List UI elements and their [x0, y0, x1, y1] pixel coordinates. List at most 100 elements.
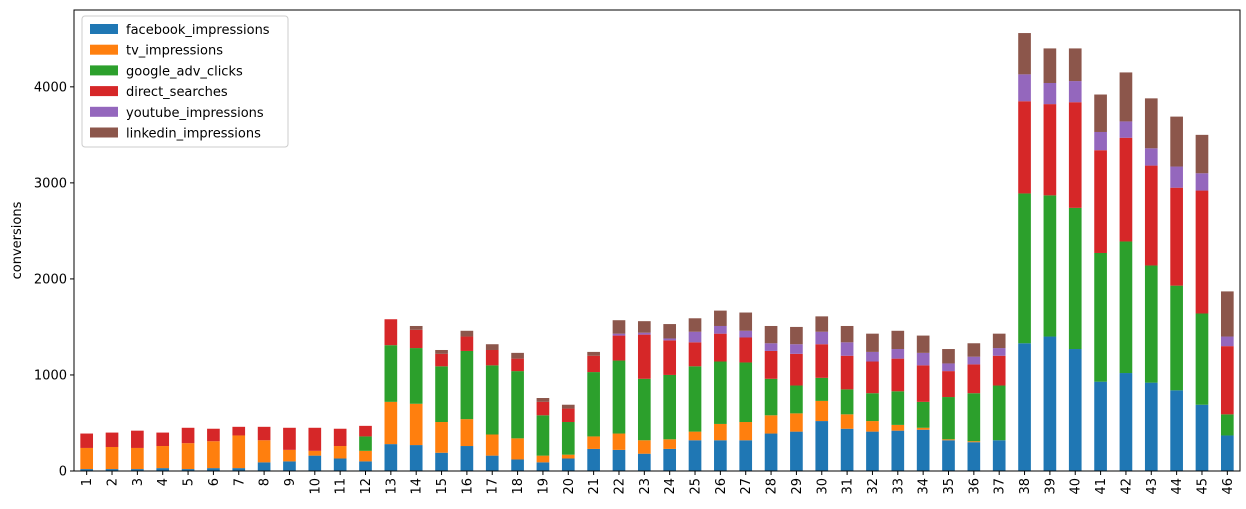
bar-tv_impressions-14 — [409, 403, 423, 446]
x-tick-label-29: 29 — [790, 478, 805, 495]
bar-google_adv_clicks-37 — [992, 385, 1006, 441]
x-tick-label-46: 46 — [1221, 478, 1236, 495]
bar-google_adv_clicks-21 — [587, 372, 600, 437]
bar-tv_impressions-21 — [587, 436, 600, 449]
bar-youtube_impressions-31 — [840, 342, 854, 356]
bar-linkedin_impressions-19 — [536, 398, 550, 402]
bar-tv_impressions-26 — [714, 423, 727, 441]
bar-facebook_impressions-35 — [942, 440, 955, 471]
x-tick-label-22: 22 — [612, 478, 627, 495]
y-tick-label-0: 0 — [59, 465, 67, 480]
bar-facebook_impressions-5 — [181, 469, 195, 471]
bar-tv_impressions-13 — [384, 401, 398, 445]
x-tick-label-32: 32 — [866, 478, 881, 495]
bar-direct_searches-45 — [1195, 190, 1209, 314]
bar-youtube_impressions-23 — [637, 332, 651, 335]
bar-linkedin_impressions-25 — [688, 318, 702, 332]
bar-direct_searches-33 — [891, 358, 905, 392]
bar-facebook_impressions-4 — [156, 468, 170, 471]
bar-youtube_impressions-36 — [967, 356, 981, 365]
legend: facebook_impressions tv_impressionsgoogle… — [81, 15, 289, 148]
x-tick-label-12: 12 — [359, 478, 374, 495]
bar-direct_searches-8 — [257, 426, 271, 441]
bar-direct_searches-29 — [790, 353, 803, 386]
bar-google_adv_clicks-35 — [942, 397, 955, 440]
bar-facebook_impressions-14 — [409, 445, 423, 471]
bar-facebook_impressions-17 — [485, 455, 499, 471]
bar-linkedin_impressions-46 — [1220, 291, 1234, 337]
bar-tv_impressions-25 — [688, 431, 702, 441]
bar-facebook_impressions-44 — [1170, 390, 1183, 471]
bar-facebook_impressions-43 — [1144, 382, 1158, 471]
bar-youtube_impressions-30 — [815, 331, 829, 345]
bar-youtube_impressions-38 — [1018, 74, 1031, 102]
bar-youtube_impressions-29 — [790, 344, 803, 354]
bar-direct_searches-27 — [739, 337, 753, 363]
x-tick-label-10: 10 — [308, 478, 323, 495]
x-tick-label-2: 2 — [106, 478, 121, 486]
bar-youtube_impressions-33 — [891, 349, 905, 359]
bar-youtube_impressions-25 — [688, 331, 702, 343]
bar-facebook_impressions-12 — [359, 461, 372, 471]
bar-google_adv_clicks-22 — [612, 360, 626, 434]
bar-tv_impressions-31 — [840, 414, 854, 429]
bar-google_adv_clicks-41 — [1094, 252, 1107, 382]
bar-google_adv_clicks-24 — [663, 374, 677, 440]
bar-facebook_impressions-18 — [511, 459, 524, 471]
x-tick-label-6: 6 — [207, 478, 222, 486]
bar-direct_searches-40 — [1068, 102, 1082, 208]
bar-linkedin_impressions-28 — [764, 325, 778, 344]
bar-tv_impressions-23 — [637, 440, 651, 454]
bar-direct_searches-42 — [1119, 137, 1133, 242]
bar-tv_impressions-5 — [181, 443, 195, 470]
bar-facebook_impressions-20 — [561, 458, 575, 471]
bar-google_adv_clicks-44 — [1170, 285, 1183, 391]
bar-direct_searches-22 — [612, 335, 626, 361]
x-tick-label-3: 3 — [131, 478, 146, 486]
x-tick-label-28: 28 — [765, 478, 780, 495]
bar-direct_searches-16 — [460, 336, 474, 351]
bar-direct_searches-30 — [815, 344, 829, 378]
bar-youtube_impressions-27 — [739, 330, 753, 338]
bar-linkedin_impressions-15 — [435, 349, 448, 354]
bar-facebook_impressions-15 — [435, 452, 448, 471]
legend-label-direct_searches: direct_searches — [126, 85, 228, 100]
bar-direct_searches-10 — [308, 427, 322, 451]
bar-facebook_impressions-34 — [916, 429, 930, 471]
bar-tv_impressions-19 — [536, 455, 550, 463]
bar-tv_impressions-16 — [460, 419, 474, 447]
bar-tv_impressions-11 — [333, 446, 347, 459]
bar-facebook_impressions-19 — [536, 462, 550, 471]
bar-direct_searches-25 — [688, 342, 702, 367]
legend-label-google_adv_clicks: google_adv_clicks — [126, 64, 243, 79]
bar-linkedin_impressions-16 — [460, 330, 474, 337]
bar-tv_impressions-33 — [891, 424, 905, 431]
bar-tv_impressions-20 — [561, 454, 575, 459]
bar-google_adv_clicks-30 — [815, 377, 829, 401]
bar-google_adv_clicks-18 — [511, 371, 524, 439]
x-tick-label-4: 4 — [156, 478, 171, 486]
legend-label-youtube_impressions: youtube_impressions — [126, 106, 264, 121]
bar-google_adv_clicks-42 — [1119, 241, 1133, 374]
bar-direct_searches-9 — [283, 427, 296, 450]
bar-facebook_impressions-22 — [612, 449, 626, 471]
bar-facebook_impressions-9 — [283, 461, 296, 471]
bar-tv_impressions-22 — [612, 433, 626, 450]
bar-google_adv_clicks-20 — [561, 422, 575, 455]
bar-linkedin_impressions-24 — [663, 324, 677, 339]
x-tick-label-21: 21 — [587, 478, 602, 495]
bar-tv_impressions-24 — [663, 439, 677, 449]
bar-linkedin_impressions-20 — [561, 404, 575, 409]
x-tick-label-8: 8 — [258, 478, 273, 486]
bar-direct_searches-41 — [1094, 150, 1107, 253]
bar-linkedin_impressions-42 — [1119, 72, 1133, 122]
bar-google_adv_clicks-39 — [1043, 195, 1057, 337]
bar-direct_searches-7 — [232, 426, 246, 436]
bar-youtube_impressions-26 — [714, 325, 727, 334]
bar-direct_searches-32 — [866, 361, 879, 394]
bar-youtube_impressions-44 — [1170, 166, 1183, 188]
x-tick-label-44: 44 — [1170, 478, 1185, 495]
bar-google_adv_clicks-29 — [790, 385, 803, 414]
bar-youtube_impressions-22 — [612, 333, 626, 336]
bar-direct_searches-39 — [1043, 104, 1057, 196]
